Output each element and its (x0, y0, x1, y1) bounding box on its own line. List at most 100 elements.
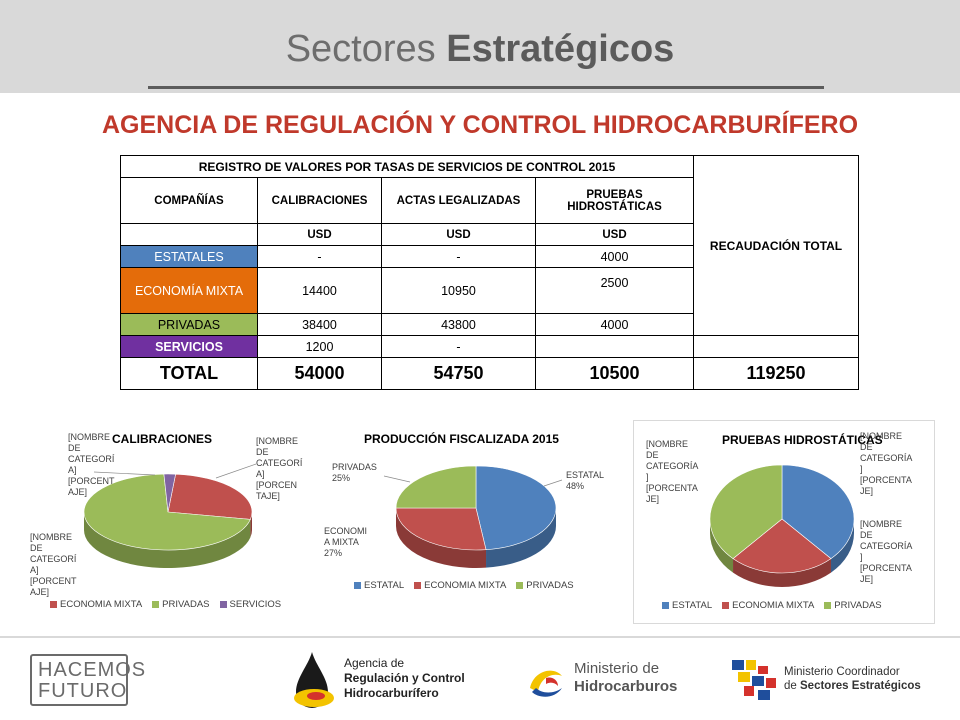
row-name: ESTATALES (120, 245, 258, 268)
leader-line (215, 463, 257, 479)
cell-calibraciones: - (257, 245, 382, 268)
hacemos-text: HACEMOS (38, 659, 147, 681)
pie-slice-side (710, 519, 734, 573)
table-row: PRIVADAS 38400 43800 4000 (120, 313, 859, 336)
cell-actas: - (381, 245, 536, 268)
slice-label-economia-mixta: ECONOMI A MIXTA 27% (324, 526, 368, 558)
chart-legend: ESTATAL ECONOMIA MIXTA PRIVADAS (662, 600, 882, 611)
unit-actas: USD (381, 223, 536, 246)
total-row: TOTAL 54000 54750 10500 119250 (120, 357, 860, 390)
slice-label-privadas: [NOMBRE DE CATEGORÍ A] [PORCENT AJE] (30, 532, 77, 597)
ecuador-swirl-icon (530, 670, 562, 697)
slice-label-privadas: PRIVADAS 25% (332, 462, 377, 483)
total-calibraciones: 54000 (257, 357, 382, 390)
slice-label-estatal: [NOMBRE DE CATEGORÍA ] [PORCENTA JE] (860, 431, 912, 496)
unit-calibraciones: USD (257, 223, 382, 246)
row-name: PRIVADAS (120, 313, 258, 336)
pie-slice-privadas (709, 464, 783, 559)
slice-label-servicios: [NOMBRE DE CATEGORÍ A] [PORCENT AJE] (68, 432, 115, 497)
title-divider (148, 86, 824, 89)
chart-produccion-fiscalizada: PRODUCCIÓN FISCALIZADA 2015 ESTATAL 48% … (318, 420, 618, 620)
total-label: TOTAL (120, 357, 258, 390)
coordinador-line-2: de Sectores Estratégicos (784, 680, 921, 692)
cell-calibraciones: 38400 (257, 313, 382, 336)
slide-title-light: Sectores (285, 28, 436, 70)
slice-label-privadas: [NOMBRE DE CATEGORÍA ] [PORCENTA JE] (646, 439, 698, 504)
coordinador-line-1: Ministerio Coordinador (784, 666, 900, 678)
chart-legend: ESTATAL ECONOMIA MIXTA PRIVADAS (354, 580, 574, 591)
legend-item: ECONOMIA MIXTA (722, 600, 814, 611)
arch-logo: Agencia de Regulación y Control Hidrocar… (290, 650, 480, 714)
chart-produccion-svg (383, 465, 563, 568)
pie-slice-economia-mixta (395, 507, 487, 551)
header-calibraciones: CALIBRACIONES (257, 177, 382, 224)
ministerio-coordinador-logo: Ministerio Coordinador de Sectores Estra… (728, 656, 938, 706)
table-caption: REGISTRO DE VALORES POR TASAS DE SERVICI… (119, 155, 695, 178)
legend-item: PRIVADAS (152, 599, 210, 610)
pie-slice-economia-mixta (167, 473, 253, 520)
chart-pruebas-hidrostaticas: PRUEBAS HIDROSTÁTICAS [NOMBRE DE CATEGOR… (633, 420, 935, 624)
cell-calibraciones: 14400 (257, 267, 382, 314)
unit-pruebas: USD (534, 223, 695, 246)
chart-title: CALIBRACIONES (112, 432, 213, 446)
chart-title: PRODUCCIÓN FISCALIZADA 2015 (364, 432, 559, 446)
slice-label-estatal: ESTATAL 48% (566, 470, 604, 491)
cell-pruebas (534, 335, 695, 358)
pie-slice-estatal (781, 464, 855, 559)
futuro-text: FUTURO (38, 680, 128, 702)
cell-actas: - (381, 335, 536, 358)
pie-slice-side (733, 558, 831, 587)
ministerio-line-2: Hidrocarburos (574, 678, 678, 695)
legend-item: ECONOMIA MIXTA (50, 599, 142, 610)
pie-slice-estatal (475, 465, 557, 550)
cell-pruebas: 4000 (534, 313, 695, 336)
ministerio-hidrocarburos-logo: Ministerio de Hidrocarburos (524, 656, 694, 706)
pie-slice-side (84, 512, 251, 569)
chart-calibraciones-svg (83, 463, 257, 569)
pie-slice-side (250, 512, 252, 538)
table-row: SERVICIOS 1200 - (120, 335, 860, 358)
legend-item: ESTATAL (354, 580, 404, 591)
cell-actas: 43800 (381, 313, 536, 336)
pie-slice-economia-mixta (732, 518, 832, 574)
chart-pruebas-svg (709, 464, 855, 587)
cell-pruebas: 2500 (534, 267, 695, 314)
squares-mosaic-icon (732, 660, 776, 700)
total-actas: 54750 (381, 357, 536, 390)
cell-calibraciones: 1200 (257, 335, 382, 358)
cell-pruebas: 4000 (534, 245, 695, 268)
footer-divider (0, 636, 960, 638)
slice-label-economia-mixta: [NOMBRE DE CATEGORÍA ] [PORCENTA JE] (860, 519, 912, 584)
pie-slice-privadas (83, 473, 251, 551)
pie-slice-servicios (163, 473, 176, 513)
header-band (0, 0, 960, 93)
cell-blank (693, 335, 860, 358)
header-pruebas: PRUEBAS HIDROSTÁTICAS (534, 177, 695, 224)
total-pruebas: 10500 (534, 357, 695, 390)
drop-icon (294, 652, 334, 708)
header-actas: ACTAS LEGALIZADAS (381, 177, 536, 224)
legend-item: PRIVADAS (824, 600, 882, 611)
arch-line-3: Hidrocarburífero (344, 686, 439, 700)
agency-title: AGENCIA DE REGULACIÓN Y CONTROL HIDROCAR… (101, 111, 859, 139)
pie-slice-privadas (395, 465, 477, 509)
total-recaudacion: 119250 (693, 357, 860, 390)
leader-line (93, 471, 156, 476)
fees-table: REGISTRO DE VALORES POR TASAS DE SERVICI… (119, 155, 860, 390)
legend-item: ESTATAL (662, 600, 712, 611)
arch-line-1: Agencia de (344, 656, 405, 670)
row-name: ECONOMÍA MIXTA (120, 267, 258, 314)
arch-line-2: Regulación y Control (344, 671, 465, 685)
hacemos-futuro-logo: HACEMOS FUTURO (30, 654, 145, 706)
chart-title: PRUEBAS HIDROSTÁTICAS (722, 433, 883, 447)
slice-label-economia-mixta: [NOMBRE DE CATEGORÍ A] [PORCEN TAJE] (256, 436, 303, 501)
pie-slice-side (830, 519, 854, 573)
header-recaudacion-total: RECAUDACIÓN TOTAL (693, 155, 860, 336)
slide-title-bold: Estratégicos (446, 28, 675, 70)
cell-actas: 10950 (381, 267, 536, 314)
legend-item: ECONOMIA MIXTA (414, 580, 506, 591)
leader-line (543, 479, 563, 487)
slide-title: Sectores Estratégicos (0, 28, 960, 71)
chart-legend: ECONOMIA MIXTA PRIVADAS SERVICIOS (50, 599, 281, 610)
pie-slice-side (486, 508, 556, 568)
